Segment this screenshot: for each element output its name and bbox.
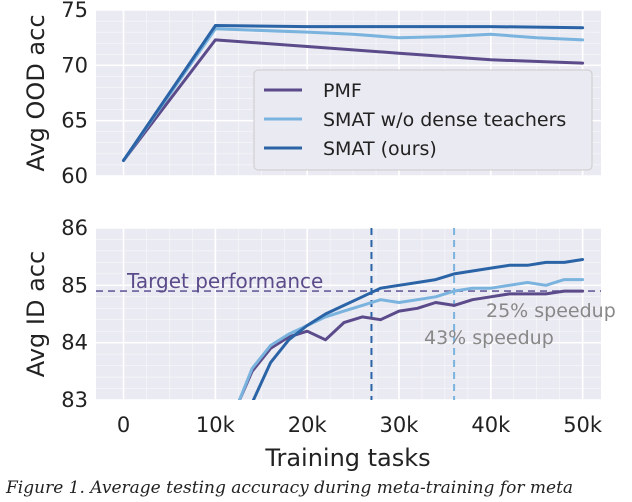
ood-ytick-2: 70 xyxy=(61,53,88,77)
legend-box xyxy=(253,69,593,171)
xtick-2: 20k xyxy=(288,413,328,437)
id-series-smat-w-o-dense-teachers xyxy=(237,278,585,400)
ood-series-smat-w-o-dense-teachers xyxy=(122,27,585,162)
ood-ytick-0: 60 xyxy=(61,164,88,188)
figure-caption: Figure 1. Average testing accuracy durin… xyxy=(6,478,574,498)
id-ytick-1: 84 xyxy=(61,331,88,355)
target-label: Target performance xyxy=(126,269,323,293)
legend-label-smat: SMAT (ours) xyxy=(323,138,437,160)
legend-label-smat-wo: SMAT w/o dense teachers xyxy=(323,109,566,131)
legend-label-pmf: PMF xyxy=(323,80,362,102)
ood-series-smat-ours- xyxy=(122,24,585,162)
xlabel: Training tasks xyxy=(264,444,430,472)
xtick-1: 10k xyxy=(196,413,236,437)
xtick-5: 50k xyxy=(563,413,603,437)
xtick-0: 0 xyxy=(117,413,130,437)
ood-ytick-3: 75 xyxy=(61,0,88,22)
xtick-4: 40k xyxy=(471,413,511,437)
ood-series-group xyxy=(122,24,585,162)
legend: PMF SMAT w/o dense teachers SMAT (ours) xyxy=(253,69,593,171)
id-panel-bg xyxy=(96,228,601,400)
ood-series-pmf xyxy=(122,38,585,162)
annotation-25-speedup: 25% speedup xyxy=(486,300,616,322)
xtick-3: 30k xyxy=(380,413,420,437)
annotation-43-speedup: 43% speedup xyxy=(424,327,554,349)
ood-ytick-1: 65 xyxy=(61,109,88,133)
id-ytick-3: 86 xyxy=(61,216,88,240)
id-ylabel: Avg ID acc xyxy=(22,251,50,377)
ood-ylabel: Avg OOD acc xyxy=(22,14,50,171)
chart-canvas: 60 65 70 75 83 84 85 86 0 10k 20k 30k 40k 50k Avg OOD… xyxy=(22,0,616,472)
id-series-group xyxy=(237,258,585,400)
id-ytick-0: 83 xyxy=(61,388,88,412)
id-ytick-2: 85 xyxy=(61,273,88,297)
id-series-smat-ours- xyxy=(251,258,585,400)
